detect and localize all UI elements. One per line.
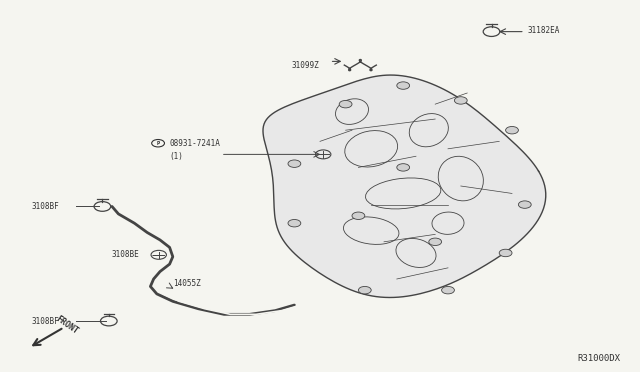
- Text: 14055Z: 14055Z: [173, 279, 200, 288]
- Circle shape: [397, 82, 410, 89]
- Circle shape: [288, 160, 301, 167]
- Circle shape: [397, 164, 410, 171]
- Text: 3108BF: 3108BF: [32, 202, 60, 211]
- Circle shape: [339, 100, 352, 108]
- Circle shape: [454, 97, 467, 104]
- Text: P: P: [156, 141, 160, 146]
- Text: R31000DX: R31000DX: [578, 355, 621, 363]
- Circle shape: [352, 212, 365, 219]
- Text: 08931-7241A: 08931-7241A: [170, 139, 220, 148]
- Text: FRONT: FRONT: [54, 315, 80, 336]
- Polygon shape: [263, 75, 546, 298]
- Circle shape: [499, 249, 512, 257]
- Circle shape: [442, 286, 454, 294]
- Circle shape: [288, 219, 301, 227]
- Text: 31182EA: 31182EA: [528, 26, 561, 35]
- Circle shape: [506, 126, 518, 134]
- Text: (1): (1): [170, 152, 184, 161]
- Circle shape: [358, 286, 371, 294]
- Circle shape: [518, 201, 531, 208]
- Text: 3108BF: 3108BF: [32, 317, 60, 326]
- Circle shape: [429, 238, 442, 246]
- Text: 3108BE: 3108BE: [112, 250, 140, 259]
- Text: 31099Z: 31099Z: [291, 61, 319, 70]
